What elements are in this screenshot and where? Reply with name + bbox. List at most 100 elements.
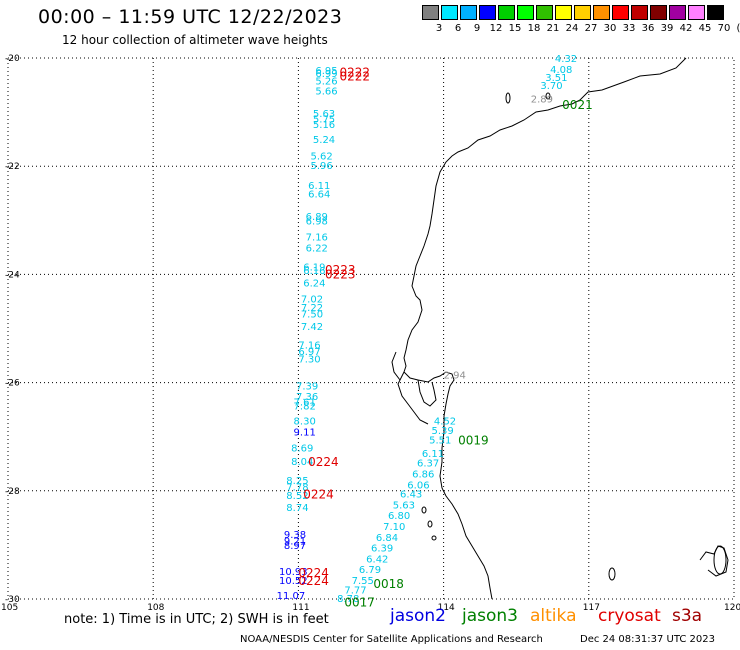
map-frame bbox=[7, 57, 735, 600]
wave-height-labels: 6.956.995.265.665.635.755.165.245.625.96… bbox=[277, 54, 578, 605]
legend-swatch bbox=[441, 5, 458, 20]
wave-height-value: 6.43 bbox=[400, 490, 422, 501]
island-outline bbox=[608, 567, 616, 581]
wave-height-value: 6.84 bbox=[376, 533, 398, 544]
legend-value: 42 bbox=[679, 23, 693, 34]
pass-time-label: 0223 bbox=[325, 267, 356, 281]
lake-outline bbox=[699, 545, 729, 577]
pass-time-label: 0224 bbox=[308, 455, 339, 469]
legend-swatch bbox=[612, 5, 629, 20]
latitude-label: -28 bbox=[5, 487, 20, 497]
legend-swatch bbox=[422, 5, 439, 20]
legend-value: 6 bbox=[454, 23, 462, 34]
wave-height-value: 6.86 bbox=[412, 469, 434, 480]
legend-swatch bbox=[536, 5, 553, 20]
wave-height-value: 7.22 bbox=[301, 303, 323, 314]
legend-value: 9 bbox=[473, 23, 481, 34]
island-outline bbox=[421, 506, 427, 514]
wave-height-value: 5.24 bbox=[313, 135, 335, 146]
page-title: 00:00 – 11:59 UTC 12/22/2023 bbox=[38, 6, 343, 28]
pass-time-label: 0019 bbox=[458, 433, 489, 447]
wave-height-value: 7.78 bbox=[286, 482, 308, 493]
legend-swatch bbox=[555, 5, 572, 20]
legend-swatch bbox=[498, 5, 515, 20]
legend-value: 15 bbox=[508, 23, 522, 34]
wave-height-value: 7.39 bbox=[296, 381, 318, 392]
pass-time-label: 0017 bbox=[344, 596, 375, 610]
wave-height-value: 7.16 bbox=[306, 233, 328, 244]
satellite-name-cryosat: cryosat bbox=[598, 606, 661, 626]
wave-height-value: 7.55 bbox=[352, 576, 374, 587]
legend-value: 30 bbox=[603, 23, 617, 34]
wave-height-value: 5.16 bbox=[313, 120, 335, 131]
legend-value: 70 bbox=[717, 23, 731, 34]
wave-height-value: 9.38 bbox=[284, 530, 306, 541]
wave-height-value: 6.89 bbox=[306, 212, 328, 223]
legend-swatch bbox=[479, 5, 496, 20]
island-outline bbox=[427, 520, 433, 528]
wave-height-value: 6.11 bbox=[308, 181, 330, 192]
wave-height-value: 7.77 bbox=[344, 585, 366, 596]
wave-height-value: 6.64 bbox=[308, 189, 330, 200]
pass-time-label: 0224 bbox=[298, 566, 329, 580]
pass-time-label: 0222 bbox=[340, 66, 371, 80]
wave-height-value: 6.80 bbox=[388, 511, 410, 522]
wave-height-value: 10.52 bbox=[279, 576, 308, 587]
longitude-label: 117 bbox=[583, 603, 600, 613]
longitude-label: 114 bbox=[438, 603, 455, 613]
wave-height-value: 7.02 bbox=[301, 295, 323, 306]
wave-height-value: 2.89 bbox=[531, 95, 553, 106]
legend-value: 18 bbox=[527, 23, 541, 34]
wave-height-value: 5.51 bbox=[429, 435, 451, 446]
legend-swatch bbox=[574, 5, 591, 20]
credit-line: NOAA/NESDIS Center for Satellite Applica… bbox=[240, 634, 543, 645]
legend-swatch bbox=[517, 5, 534, 20]
wave-height-value: 6.24 bbox=[303, 279, 325, 290]
longitude-label: 105 bbox=[1, 603, 18, 613]
peninsula-outline bbox=[417, 379, 437, 407]
wave-height-value: 5.39 bbox=[432, 426, 454, 437]
coastline bbox=[391, 57, 729, 600]
satellite-name-jason2: jason2 bbox=[390, 606, 446, 626]
latitude-label: -26 bbox=[5, 379, 20, 389]
wave-height-value: 7.50 bbox=[301, 309, 323, 320]
pass-time-label: 0222 bbox=[340, 69, 371, 83]
pass-time-label: 0224 bbox=[298, 574, 329, 588]
legend-value: 12 bbox=[489, 23, 503, 34]
wave-height-value: 2.94 bbox=[444, 370, 466, 381]
longitude-label: 111 bbox=[292, 603, 309, 613]
pass-time-label: 0018 bbox=[373, 577, 404, 591]
peninsula-outline bbox=[397, 371, 429, 425]
legend-value: 39 bbox=[660, 23, 674, 34]
wave-height-value: 9.21 bbox=[284, 537, 306, 548]
wave-height-value: 6.19 bbox=[303, 262, 325, 273]
page-subtitle: 12 hour collection of altimeter wave hei… bbox=[62, 33, 328, 47]
wave-height-value: 6.11 bbox=[422, 449, 444, 460]
legend-value: 3 bbox=[435, 23, 443, 34]
wave-height-value: 6.79 bbox=[359, 565, 381, 576]
wave-height-value: 6.37 bbox=[417, 459, 439, 470]
coastline-path bbox=[403, 57, 687, 600]
wave-height-value: 5.26 bbox=[315, 77, 337, 88]
wave-height-value: 5.63 bbox=[313, 109, 335, 120]
wave-height-value: 8.74 bbox=[286, 503, 308, 514]
wave-height-value: 4.52 bbox=[434, 416, 456, 427]
pass-time-label: 0223 bbox=[325, 263, 356, 277]
legend-swatch bbox=[669, 5, 686, 20]
wave-height-value: 5.66 bbox=[315, 86, 337, 97]
longitude-label: 120 bbox=[724, 603, 740, 613]
wave-height-value: 9.11 bbox=[294, 427, 316, 438]
wave-height-value: 5.63 bbox=[393, 500, 415, 511]
wave-height-value: 4.32 bbox=[555, 54, 577, 65]
legend-swatch bbox=[650, 5, 667, 20]
wave-height-value: 8.52 bbox=[286, 491, 308, 502]
wave-height-value: 7.61 bbox=[294, 398, 316, 409]
pass-labels: 0222022202230223022402240224022400210019… bbox=[298, 66, 592, 610]
wave-height-value: 6.99 bbox=[315, 69, 337, 80]
pass-time-label: 0021 bbox=[562, 98, 593, 112]
legend-value: 21 bbox=[546, 23, 560, 34]
wave-height-value: 11.07 bbox=[277, 591, 306, 602]
wave-height-value: 5.75 bbox=[313, 115, 335, 126]
wave-height-value: 7.82 bbox=[294, 401, 316, 412]
